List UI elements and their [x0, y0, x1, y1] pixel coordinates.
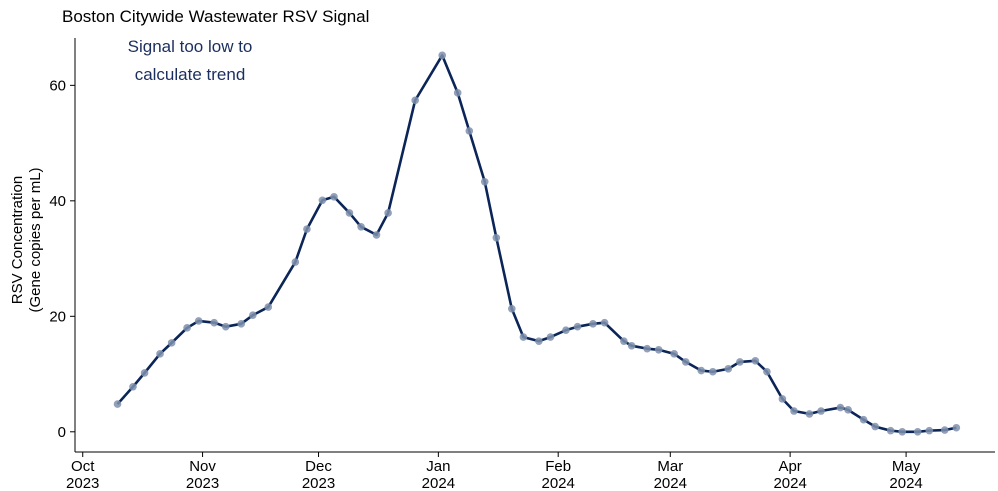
point: [805, 410, 814, 418]
y-tick-label: 40: [49, 193, 66, 210]
point: [535, 337, 543, 345]
point: [480, 177, 489, 186]
y-axis-label: (Gene copies per mL): [27, 167, 44, 312]
x-tick-label: 2023: [186, 475, 219, 491]
x-tick-label: Mar: [657, 458, 683, 475]
x-tick-label: 2024: [542, 475, 575, 491]
point: [763, 367, 771, 376]
point: [438, 51, 447, 60]
point: [129, 382, 137, 391]
point: [411, 96, 419, 105]
point: [817, 407, 825, 415]
point: [724, 365, 733, 373]
point: [778, 395, 787, 403]
point: [221, 322, 230, 331]
point: [453, 89, 462, 97]
point: [357, 223, 365, 231]
point: [790, 407, 798, 415]
x-tick-label: Jan: [426, 458, 450, 475]
point: [940, 426, 949, 434]
x-tick-label: Apr: [778, 458, 801, 475]
point: [113, 400, 122, 408]
point: [925, 426, 934, 435]
point: [465, 127, 474, 135]
point: [736, 358, 744, 366]
point: [844, 406, 852, 414]
y-tick-label: 60: [49, 77, 66, 94]
point: [140, 369, 149, 377]
point: [345, 209, 354, 217]
point: [836, 403, 845, 412]
point: [654, 345, 663, 354]
y-axis-label: RSV Concentration: [9, 176, 26, 304]
x-tick-label: Dec: [305, 458, 332, 475]
point: [167, 339, 176, 347]
point: [670, 350, 678, 358]
annotation: calculate trend: [135, 65, 246, 84]
point: [546, 333, 555, 341]
point: [913, 427, 922, 436]
point: [249, 311, 257, 319]
point: [898, 427, 907, 436]
x-tick-label: 2024: [654, 475, 687, 491]
point: [751, 356, 760, 365]
point: [573, 322, 582, 331]
point: [372, 231, 381, 239]
point: [156, 350, 164, 358]
point: [330, 192, 338, 201]
point: [291, 258, 300, 266]
x-tick-label: 2024: [773, 475, 806, 491]
point: [519, 333, 528, 341]
point: [194, 317, 203, 325]
x-tick-label: 2023: [66, 475, 99, 491]
point: [681, 358, 690, 366]
point: [384, 209, 392, 217]
point: [627, 341, 636, 350]
x-tick-label: Nov: [189, 458, 216, 475]
point: [643, 344, 651, 353]
x-tick-label: May: [892, 458, 921, 475]
point: [620, 337, 628, 345]
x-tick-label: 2024: [889, 475, 922, 491]
point: [709, 367, 717, 376]
x-tick-label: Feb: [545, 458, 571, 475]
point: [952, 423, 961, 432]
point: [264, 303, 273, 311]
point: [508, 305, 516, 313]
point: [600, 318, 609, 327]
point: [183, 324, 191, 332]
point: [210, 318, 218, 327]
x-tick-label: Oct: [71, 458, 95, 475]
point: [886, 426, 895, 435]
point: [562, 326, 570, 334]
x-tick-label: 2023: [302, 475, 335, 491]
y-tick-label: 0: [58, 424, 66, 441]
point: [492, 233, 501, 242]
point: [871, 422, 879, 431]
point: [697, 366, 706, 375]
point: [318, 196, 327, 205]
x-tick-label: 2024: [422, 475, 455, 491]
y-tick-label: 20: [49, 308, 66, 325]
chart-title: Boston Citywide Wastewater RSV Signal: [62, 7, 369, 26]
point: [859, 415, 868, 424]
point: [237, 320, 246, 328]
line: [116, 54, 957, 434]
point: [303, 225, 311, 233]
point: [589, 320, 597, 328]
annotation: Signal too low to: [128, 37, 253, 56]
